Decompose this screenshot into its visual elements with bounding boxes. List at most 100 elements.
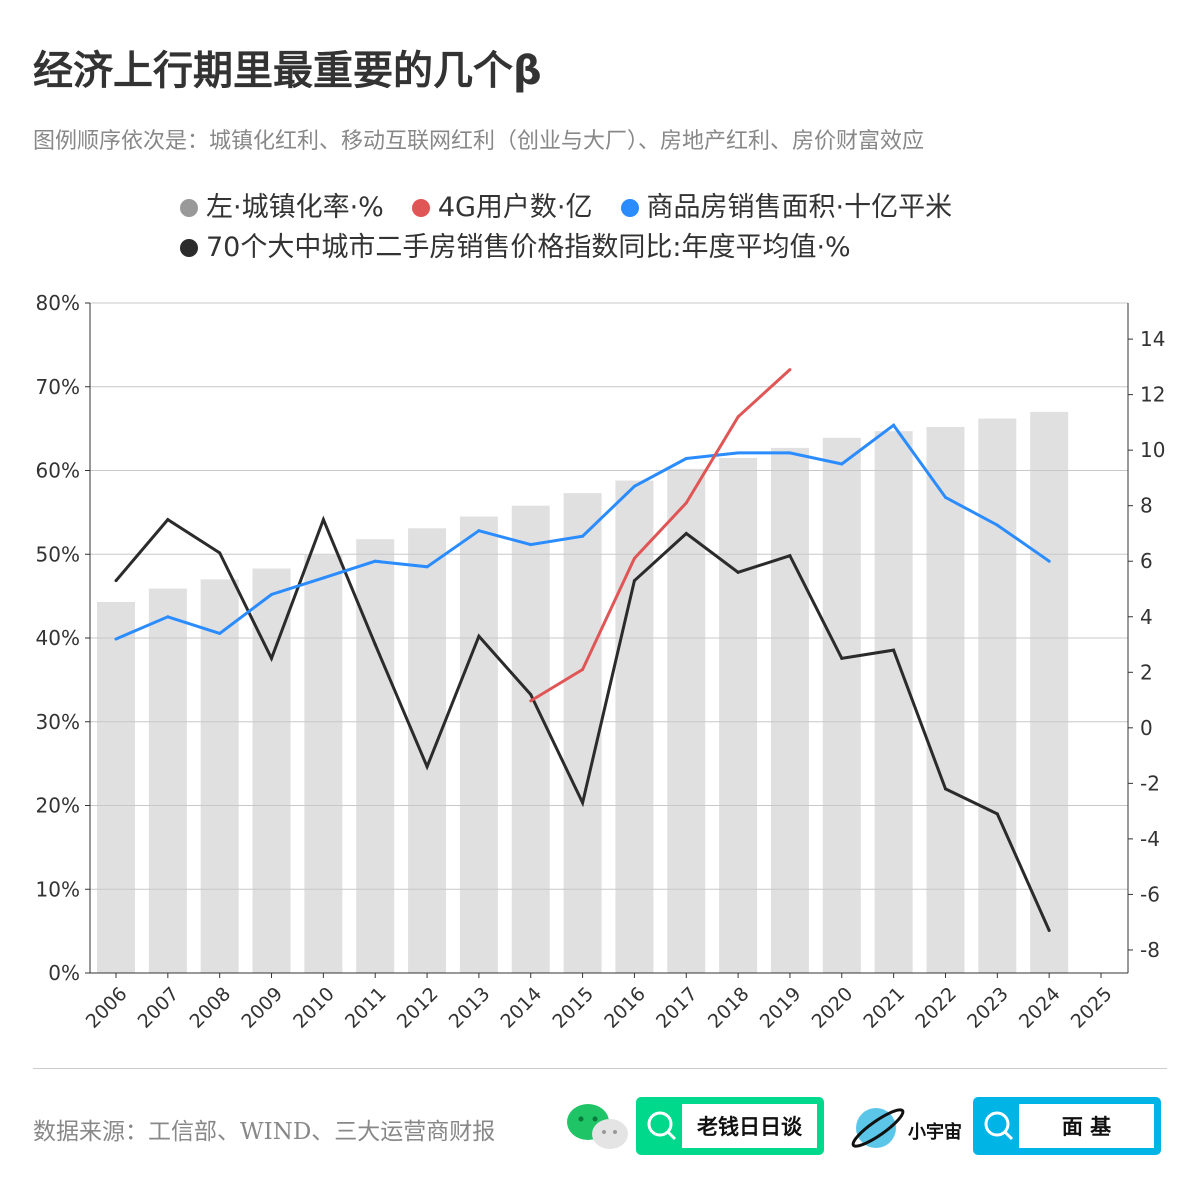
x-tick-label: 2010 xyxy=(289,983,339,1033)
x-tick-label: 2018 xyxy=(704,983,754,1033)
x-tick-label: 2025 xyxy=(1067,983,1117,1033)
point-series-3-2009 xyxy=(270,656,274,660)
left-tick-label: 20% xyxy=(36,794,80,818)
x-tick-label: 2006 xyxy=(82,983,132,1033)
right-tick-label: -6 xyxy=(1140,882,1160,906)
x-tick-label: 2009 xyxy=(237,983,287,1033)
chart-subtitle: 图例顺序依次是：城镇化红利、移动互联网红利（创业与大厂）、房地产红利、房价财富效… xyxy=(33,129,925,154)
line-series-1 xyxy=(529,368,791,703)
x-tick-label: 2023 xyxy=(963,983,1013,1033)
x-tick-label: 2007 xyxy=(134,983,184,1033)
x-tick-label: 2015 xyxy=(548,983,598,1033)
search-icon xyxy=(984,1111,1014,1141)
left-tick-label: 60% xyxy=(36,459,80,483)
badge-laoqian[interactable]: 老钱日日谈 xyxy=(636,1097,824,1155)
bar-urbanization-2024 xyxy=(1030,411,1069,973)
point-series-3-2022 xyxy=(943,787,947,791)
bar-urbanization-2014 xyxy=(511,505,550,973)
bar-urbanization-2019 xyxy=(770,447,809,973)
point-series-1-2019 xyxy=(788,368,792,372)
point-series-2-2022 xyxy=(943,495,947,499)
left-tick-label: 80% xyxy=(36,291,80,315)
point-series-2-2012 xyxy=(425,565,429,569)
left-tick-label: 50% xyxy=(36,542,80,566)
bar-urbanization-2007 xyxy=(148,588,187,973)
bar-urbanization-2023 xyxy=(978,418,1017,973)
point-series-3-2008 xyxy=(218,551,222,555)
point-series-3-2006 xyxy=(114,579,118,583)
right-tick-label: -8 xyxy=(1140,938,1160,962)
x-tick-label: 2017 xyxy=(652,983,702,1033)
bar-urbanization-2006 xyxy=(97,601,135,973)
point-series-3-2013 xyxy=(477,634,481,638)
point-series-2-2017 xyxy=(684,456,688,460)
point-series-2-2015 xyxy=(581,534,585,538)
x-tick-label: 2013 xyxy=(445,983,495,1033)
data-source: 数据来源：工信部、WIND、三大运营商财报 xyxy=(33,1119,496,1145)
bar-urbanization-2012 xyxy=(408,528,447,973)
brand-name: 小宇宙 xyxy=(908,1122,962,1143)
x-tick-label: 2008 xyxy=(185,983,235,1033)
point-series-2-2021 xyxy=(892,423,896,427)
point-series-3-2016 xyxy=(632,579,636,583)
bar-urbanization-2015 xyxy=(563,493,602,973)
bar-urbanization-2018 xyxy=(719,457,758,973)
bar-urbanization-2011 xyxy=(356,539,395,973)
point-series-3-2024 xyxy=(1047,929,1051,933)
point-series-1-2017 xyxy=(684,501,688,505)
right-tick-label: 8 xyxy=(1140,494,1153,518)
badge-mianji[interactable]: 面 基 xyxy=(973,1097,1161,1155)
point-series-3-2018 xyxy=(736,570,740,574)
x-tick-label: 2014 xyxy=(497,983,547,1033)
point-series-2-2019 xyxy=(788,451,792,455)
legend-item-sales-area: 商品房销售面积·十亿平米 xyxy=(620,188,952,228)
left-tick-label: 30% xyxy=(36,710,80,734)
bar-urbanization-2013 xyxy=(459,516,498,973)
point-series-2-2008 xyxy=(218,631,222,635)
point-series-1-2015 xyxy=(581,668,585,672)
point-series-2-2018 xyxy=(736,451,740,455)
left-tick-label: 10% xyxy=(36,877,80,901)
x-tick-label: 2021 xyxy=(859,983,909,1033)
point-series-3-2012 xyxy=(425,765,429,769)
left-tick-label: 40% xyxy=(36,626,80,650)
bar-urbanization-2022 xyxy=(926,426,965,973)
x-tick-label: 2022 xyxy=(911,983,961,1033)
x-tick-label: 2020 xyxy=(808,983,858,1033)
x-tick-label: 2011 xyxy=(341,983,391,1033)
point-series-3-2023 xyxy=(995,812,999,816)
point-series-3-2015 xyxy=(581,801,585,805)
point-series-2-2014 xyxy=(529,543,533,547)
right-tick-label: 0 xyxy=(1140,716,1153,740)
right-tick-label: 4 xyxy=(1140,605,1153,629)
bar-urbanization-2021 xyxy=(874,431,913,973)
legend-item-price-index: 70个大中城市二手房销售价格指数同比:年度平均值·% xyxy=(180,228,851,268)
point-series-2-2024 xyxy=(1047,559,1051,563)
wechat-icon xyxy=(567,1104,628,1149)
point-series-2-2013 xyxy=(477,529,481,533)
point-series-1-2018 xyxy=(736,415,740,419)
right-tick-label: 14 xyxy=(1140,327,1165,351)
point-series-3-2017 xyxy=(684,531,688,535)
point-series-3-2020 xyxy=(840,656,844,660)
point-series-2-2007 xyxy=(166,615,170,619)
right-tick-label: -2 xyxy=(1140,771,1160,795)
x-tick-label: 2012 xyxy=(393,983,443,1033)
bar-urbanization-2008 xyxy=(200,579,239,973)
right-tick-label: 10 xyxy=(1140,438,1165,462)
point-series-3-2010 xyxy=(321,518,325,522)
point-series-2-2006 xyxy=(114,637,118,641)
search-icon xyxy=(647,1111,677,1141)
point-series-3-2021 xyxy=(892,648,896,652)
point-series-3-2011 xyxy=(373,643,377,647)
right-tick-label: 6 xyxy=(1140,549,1153,573)
point-series-2-2016 xyxy=(632,484,636,488)
point-series-3-2019 xyxy=(788,554,792,558)
point-series-2-2020 xyxy=(840,462,844,466)
xiaoyuzhou-logo xyxy=(851,1108,905,1148)
chart: 0% 10% 20% 30% 40% 50% 60% 70% 80% -8 -6 -4 -2 0 2 4 6 8 1… xyxy=(36,291,1166,1033)
legend-item-4g: 4G用户数·亿 xyxy=(411,188,593,228)
right-tick-label: 2 xyxy=(1140,660,1153,684)
chart-title: 经济上行期里最重要的几个β xyxy=(33,48,542,94)
legend: 左·城镇化率·% 4G用户数·亿 商品房销售面积·十亿平米 70个大中城市二手房… xyxy=(180,188,952,268)
